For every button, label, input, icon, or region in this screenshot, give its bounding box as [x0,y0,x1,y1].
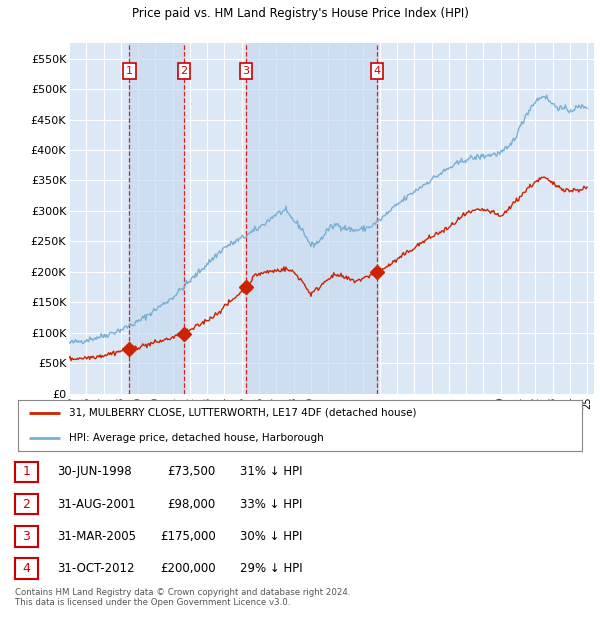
Text: 3: 3 [22,530,31,542]
Text: 31, MULBERRY CLOSE, LUTTERWORTH, LE17 4DF (detached house): 31, MULBERRY CLOSE, LUTTERWORTH, LE17 4D… [69,407,416,418]
Text: 3: 3 [242,66,250,76]
Text: HPI: Average price, detached house, Harborough: HPI: Average price, detached house, Harb… [69,433,323,443]
Text: 2: 2 [22,498,31,510]
Text: Price paid vs. HM Land Registry's House Price Index (HPI): Price paid vs. HM Land Registry's House … [131,7,469,20]
Text: 30-JUN-1998: 30-JUN-1998 [57,466,131,478]
Text: 33% ↓ HPI: 33% ↓ HPI [240,498,302,510]
Text: 2: 2 [181,66,188,76]
Text: £73,500: £73,500 [168,466,216,478]
Text: 1: 1 [126,66,133,76]
Text: 31-AUG-2001: 31-AUG-2001 [57,498,136,510]
Text: 4: 4 [22,562,31,575]
Text: 29% ↓ HPI: 29% ↓ HPI [240,562,302,575]
Text: 31% ↓ HPI: 31% ↓ HPI [240,466,302,478]
Bar [130,43,184,394]
Text: 31-OCT-2012: 31-OCT-2012 [57,562,134,575]
Text: Contains HM Land Registry data © Crown copyright and database right 2024.
This d: Contains HM Land Registry data © Crown c… [15,588,350,607]
Text: 31-MAR-2005: 31-MAR-2005 [57,530,136,542]
Text: £98,000: £98,000 [168,498,216,510]
Text: £175,000: £175,000 [160,530,216,542]
Bar [246,43,377,394]
Text: £200,000: £200,000 [160,562,216,575]
Text: 30% ↓ HPI: 30% ↓ HPI [240,530,302,542]
Text: 1: 1 [22,466,31,478]
Text: 4: 4 [373,66,380,76]
